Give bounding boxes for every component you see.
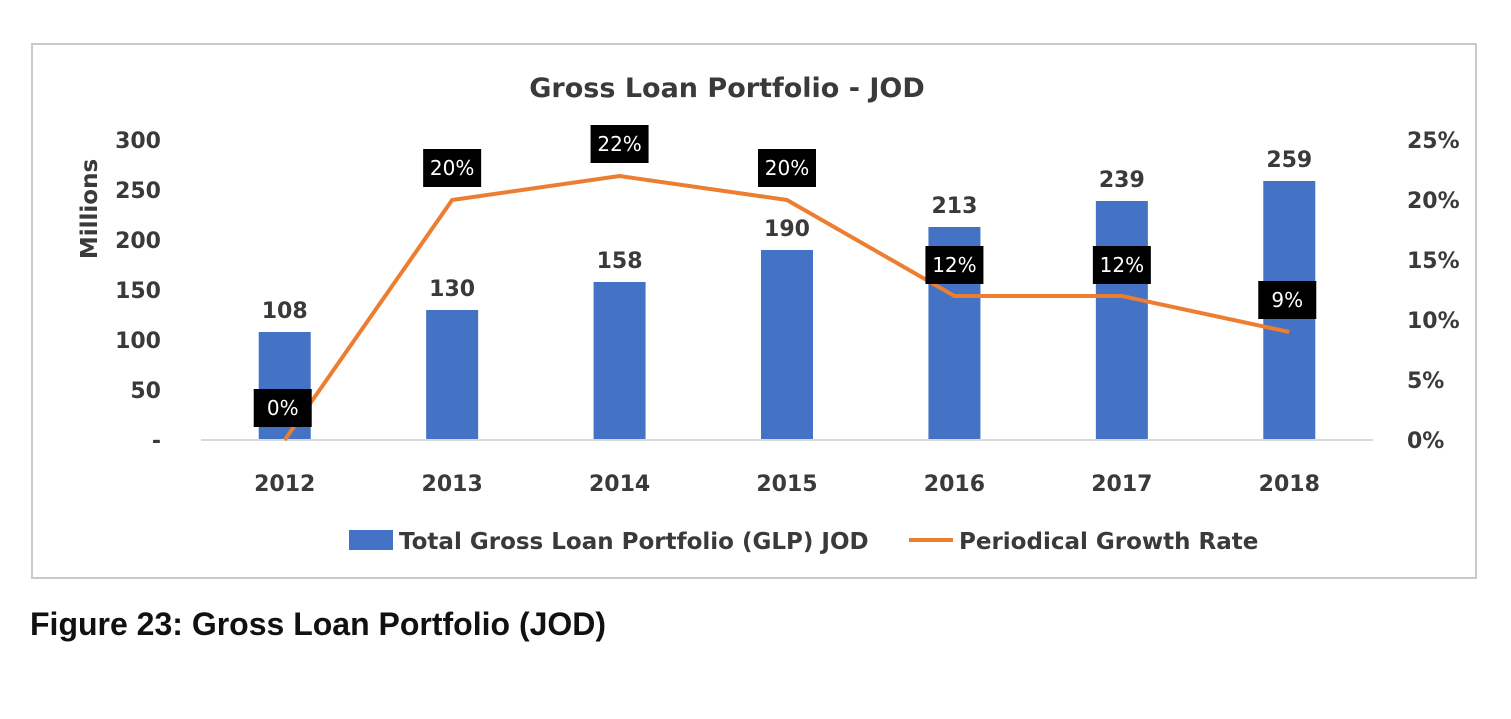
- rate-value-label: 12%: [925, 246, 984, 284]
- y2-tick-label: 20%: [1407, 189, 1460, 214]
- y-axis-title: Millions: [77, 159, 103, 259]
- figure-caption: Figure 23: Gross Loan Portfolio (JOD): [30, 606, 607, 642]
- y-tick-label: 250: [115, 179, 161, 204]
- bar-value-label: 239: [1099, 168, 1145, 193]
- bar-value-label: 158: [597, 249, 643, 274]
- legend-bar-label: Total Gross Loan Portfolio (GLP) JOD: [399, 529, 869, 555]
- chart-svg: Gross Loan Portfolio - JOD Millions - 50 1…: [77, 73, 1460, 555]
- chart-frame: Gross Loan Portfolio - JOD Millions - 50 1…: [31, 43, 1477, 579]
- legend-bar-swatch: [349, 530, 393, 550]
- bar: [761, 250, 813, 440]
- bar-data-labels: 108 130 158 190 213 239 259: [262, 148, 1313, 324]
- rate-label-text: 22%: [597, 132, 641, 156]
- y-tick-label: -: [152, 429, 161, 454]
- rate-label-text: 12%: [932, 253, 976, 277]
- rate-label-box: [1258, 281, 1317, 319]
- y2-tick-label: 25%: [1407, 129, 1460, 154]
- y2-tick-label: 10%: [1407, 309, 1460, 334]
- rate-label-box: [590, 125, 649, 163]
- rate-label-text: 20%: [430, 156, 474, 180]
- rate-value-label: 20%: [758, 149, 816, 187]
- x-tick-label: 2013: [422, 472, 483, 497]
- rate-label-text: 12%: [1100, 253, 1144, 277]
- bar-series: [258, 181, 1316, 440]
- rate-label-text: 9%: [1271, 288, 1303, 312]
- x-tick-label: 2014: [589, 472, 650, 497]
- rate-label-box: [1092, 246, 1151, 284]
- y-tick-label: 200: [115, 229, 161, 254]
- line-series: [283, 174, 1290, 442]
- rate-label-text: 0%: [267, 396, 299, 420]
- bar: [593, 282, 646, 440]
- left-axis-ticks: - 50 100 150 200 250 300: [115, 129, 161, 454]
- rate-value-label: 0%: [253, 389, 312, 427]
- growth-rate-line: [283, 174, 1290, 442]
- rate-label-box: [423, 149, 482, 187]
- y2-tick-label: 15%: [1407, 249, 1460, 274]
- y-tick-label: 300: [115, 129, 161, 154]
- y2-tick-label: 0%: [1407, 429, 1444, 454]
- rate-value-label: 22%: [590, 125, 649, 163]
- rate-value-label: 20%: [423, 149, 482, 187]
- legend: Total Gross Loan Portfolio (GLP) JOD Per…: [349, 529, 1258, 555]
- x-tick-label: 2015: [756, 472, 817, 497]
- rate-label-box: [925, 246, 984, 284]
- rate-value-label: 12%: [1092, 246, 1151, 284]
- bar-value-label: 213: [931, 194, 977, 219]
- x-tick-label: 2018: [1259, 472, 1320, 497]
- y-tick-label: 150: [115, 279, 161, 304]
- y2-tick-label: 5%: [1407, 369, 1444, 394]
- x-axis-ticks: 2012 2013 2014 2015 2016 2017 2018: [254, 472, 1320, 497]
- bar-value-label: 190: [764, 217, 810, 242]
- y-tick-label: 100: [115, 329, 161, 354]
- bar-value-label: 108: [262, 299, 308, 324]
- chart-title: Gross Loan Portfolio - JOD: [529, 73, 925, 104]
- rate-label-box: [758, 149, 816, 187]
- right-axis-ticks: 0% 5% 10% 15% 20% 25%: [1407, 129, 1460, 454]
- x-tick-label: 2012: [254, 472, 315, 497]
- line-data-labels: 0% 20% 22% 20% 12% 12% 9%: [253, 125, 1317, 427]
- bar-value-label: 259: [1266, 148, 1312, 173]
- bar: [426, 310, 479, 440]
- legend-line-label: Periodical Growth Rate: [959, 529, 1258, 555]
- rate-value-label: 9%: [1258, 281, 1317, 319]
- y-tick-label: 50: [130, 379, 161, 404]
- rate-label-box: [253, 389, 312, 427]
- x-tick-label: 2017: [1091, 472, 1152, 497]
- bar: [1095, 201, 1148, 440]
- x-tick-label: 2016: [924, 472, 985, 497]
- rate-label-text: 20%: [765, 156, 809, 180]
- bar-value-label: 130: [429, 277, 475, 302]
